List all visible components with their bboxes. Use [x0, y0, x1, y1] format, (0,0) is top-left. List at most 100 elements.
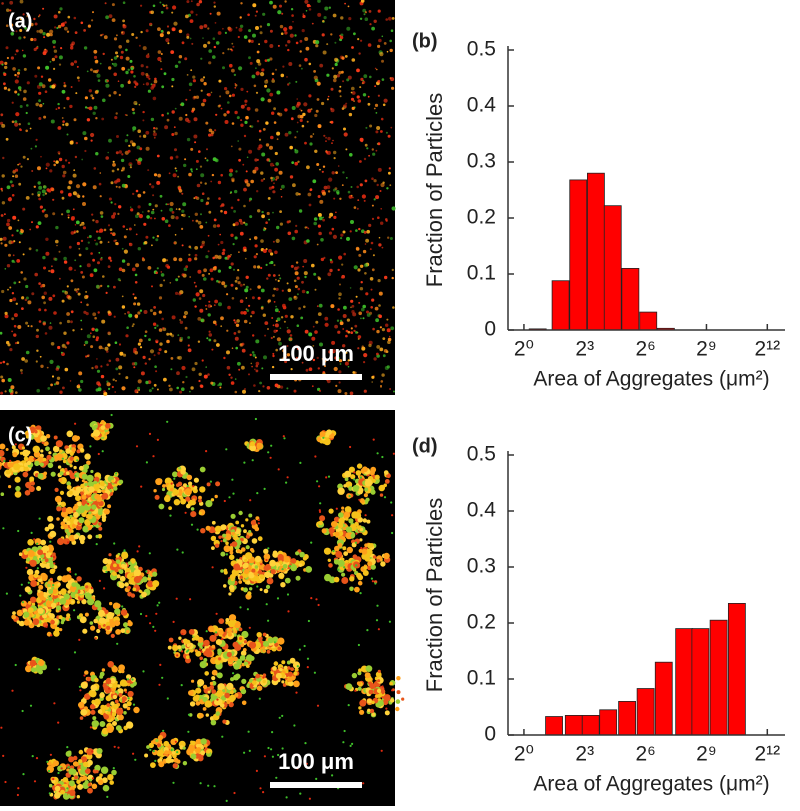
speckle — [235, 287, 238, 290]
speckle — [84, 137, 88, 141]
speckle — [235, 337, 239, 341]
speckle — [214, 46, 216, 48]
speckle — [263, 178, 265, 180]
speckle — [284, 0, 286, 2]
speckle — [4, 87, 7, 90]
speckle — [299, 563, 303, 567]
speckle — [96, 358, 98, 360]
speckle — [317, 98, 320, 101]
speckle — [109, 360, 112, 363]
speckle — [48, 78, 51, 81]
speckle — [388, 338, 392, 342]
speckle — [214, 129, 216, 131]
speckle — [367, 313, 371, 317]
speckle — [154, 365, 157, 368]
speckle — [148, 78, 150, 80]
speckle — [56, 517, 60, 521]
speckle — [84, 295, 88, 299]
speckle — [161, 85, 164, 88]
speckle — [94, 240, 96, 242]
speckle — [344, 392, 347, 395]
speckle — [165, 203, 167, 205]
speckle — [350, 220, 354, 224]
speckle — [339, 90, 342, 93]
speckle — [69, 180, 73, 184]
speckle — [75, 92, 77, 94]
speckle — [231, 262, 234, 265]
speckle — [150, 349, 154, 353]
speckle — [200, 467, 206, 473]
speckle — [94, 678, 99, 683]
speckle — [349, 576, 354, 581]
speckle — [108, 553, 111, 556]
speckle — [179, 258, 183, 262]
speckle — [67, 485, 72, 490]
speckle — [167, 119, 170, 122]
speckle — [290, 564, 297, 571]
speckle — [113, 240, 116, 243]
speckle — [7, 185, 11, 189]
speckle — [392, 269, 394, 271]
speckle — [123, 711, 127, 715]
speckle — [347, 319, 350, 322]
speckle — [358, 228, 360, 230]
speckle — [276, 226, 279, 229]
speckle — [276, 673, 282, 679]
speckle — [118, 80, 120, 82]
speckle — [364, 231, 367, 234]
speckle — [90, 68, 93, 71]
speckle — [20, 129, 22, 131]
speckle — [28, 122, 31, 125]
speckle — [191, 43, 193, 45]
speckle — [180, 469, 186, 475]
speckle — [45, 90, 48, 93]
speckle — [12, 297, 16, 301]
speckle — [30, 660, 37, 667]
speckle — [150, 11, 154, 15]
speckle — [146, 66, 149, 69]
speckle — [275, 152, 278, 155]
speckle — [213, 339, 216, 342]
speckle — [91, 328, 94, 331]
speckle — [31, 292, 34, 295]
speckle — [145, 236, 148, 239]
speckle — [112, 63, 114, 65]
speckle — [360, 318, 362, 320]
speckle — [269, 146, 273, 150]
speckle — [213, 224, 217, 228]
speckle — [207, 373, 210, 376]
speckle — [99, 721, 105, 727]
speckle — [112, 18, 116, 22]
speckle — [368, 344, 371, 347]
speckle — [333, 151, 336, 154]
speckle — [234, 321, 236, 323]
speckle — [28, 550, 35, 557]
speckle — [71, 279, 74, 282]
speckle — [313, 222, 317, 226]
speckle — [73, 512, 79, 518]
speckle — [209, 331, 211, 333]
speckle — [218, 197, 221, 200]
speckle — [362, 305, 366, 309]
speckle — [36, 329, 39, 332]
speckle — [328, 563, 333, 568]
speckle — [10, 180, 13, 183]
speckle — [302, 29, 305, 32]
speckle — [141, 592, 147, 598]
speckle — [99, 675, 103, 679]
speckle — [87, 355, 89, 357]
speckle — [348, 366, 350, 368]
speckle — [257, 685, 263, 691]
speckle — [29, 247, 32, 250]
speckle — [359, 160, 362, 163]
speckle — [59, 615, 63, 619]
speckle — [161, 273, 165, 277]
speckle — [241, 650, 247, 656]
speckle — [138, 343, 141, 346]
speckle — [211, 689, 216, 694]
speckle — [288, 672, 293, 677]
speckle — [257, 443, 263, 449]
speckle — [257, 265, 260, 268]
speckle — [330, 33, 332, 35]
speckle — [42, 32, 45, 35]
